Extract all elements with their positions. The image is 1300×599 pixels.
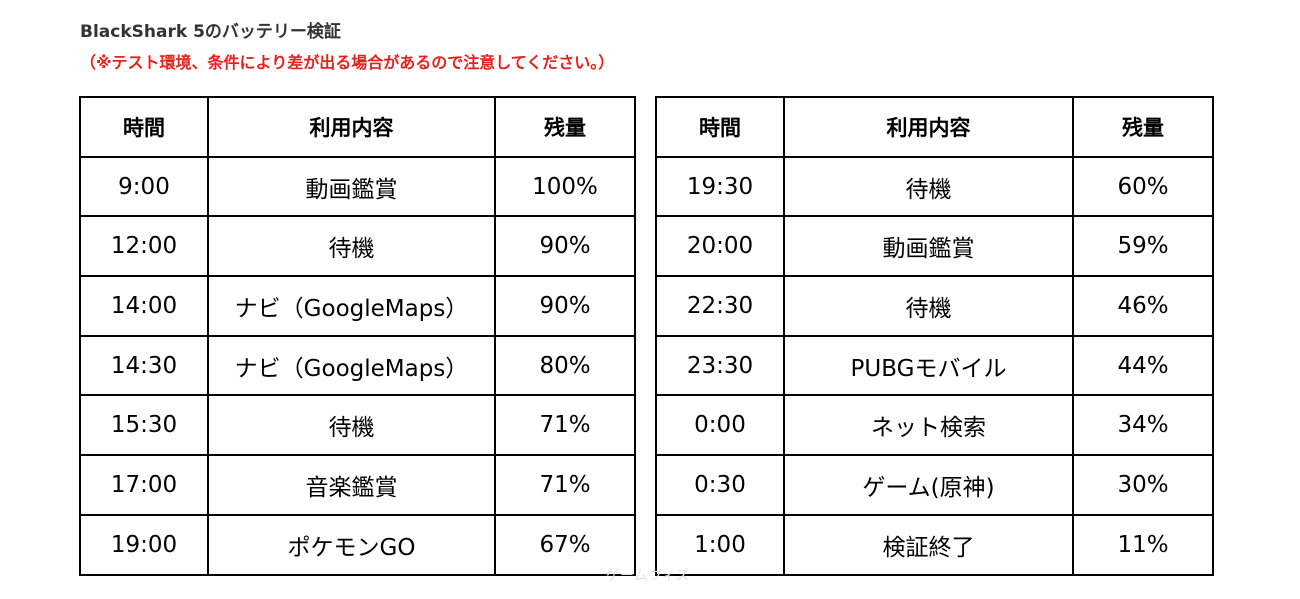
header-time: 時間: [655, 96, 785, 158]
usage-cell: ナビ（GoogleMaps）: [207, 275, 496, 337]
time-cell: 14:00: [79, 275, 209, 337]
page-title: BlackShark 5のバッテリー検証: [80, 22, 341, 42]
table-row: 0:00 ネット検索 34%: [655, 394, 1214, 457]
table-header-row: 時間 利用内容 残量: [79, 96, 636, 158]
table-row: 22:30 待機 46%: [655, 275, 1214, 337]
remaining-cell: 100%: [494, 155, 636, 218]
table-row: 12:00 待機 90%: [79, 215, 636, 278]
battery-table-morning: 時間 利用内容 残量 9:00 動画鑑賞 100% 12:00 待機 90% 1…: [79, 96, 636, 576]
table-row: 15:30 待機 71%: [79, 394, 636, 457]
time-cell: 15:30: [79, 394, 209, 457]
time-cell: 9:00: [79, 155, 209, 218]
remaining-cell: 46%: [1072, 275, 1214, 337]
usage-cell: 動画鑑賞: [207, 155, 496, 218]
header-usage: 利用内容: [783, 96, 1074, 158]
time-cell: 22:30: [655, 275, 785, 337]
usage-cell: 待機: [207, 215, 496, 278]
usage-cell: 検証終了: [783, 513, 1074, 576]
table-row: 0:30 ゲーム(原神) 30%: [655, 454, 1214, 516]
table-row: 17:00 音楽鑑賞 71%: [79, 454, 636, 516]
remaining-cell: 11%: [1072, 513, 1214, 576]
usage-cell: ゲーム(原神): [783, 454, 1074, 516]
time-cell: 12:00: [79, 215, 209, 278]
table-row: 19:00 ポケモンGO 67%: [79, 513, 636, 576]
table-row: 14:00 ナビ（GoogleMaps） 90%: [79, 275, 636, 337]
time-cell: 14:30: [79, 334, 209, 397]
remaining-cell: 80%: [494, 334, 636, 397]
usage-cell: 待機: [783, 155, 1074, 218]
test-condition-notice: （※テスト環境、条件により差が出る場合があるので注意してください。）: [80, 53, 615, 72]
remaining-cell: 90%: [494, 275, 636, 337]
remaining-cell: 67%: [494, 513, 636, 576]
header-time: 時間: [79, 96, 209, 158]
remaining-cell: 59%: [1072, 215, 1214, 278]
usage-cell: 動画鑑賞: [783, 215, 1074, 278]
table-row: 1:00 検証終了 11%: [655, 513, 1214, 576]
usage-cell: 待機: [207, 394, 496, 457]
remaining-cell: 44%: [1072, 334, 1214, 397]
battery-table-evening: 時間 利用内容 残量 19:30 待機 60% 20:00 動画鑑賞 59% 2…: [655, 96, 1214, 576]
site-watermark: ゲームウィズ: [606, 568, 690, 584]
time-cell: 1:00: [655, 513, 785, 576]
header-remaining: 残量: [494, 96, 636, 158]
usage-cell: ポケモンGO: [207, 513, 496, 576]
usage-cell: ネット検索: [783, 394, 1074, 457]
usage-cell: 待機: [783, 275, 1074, 337]
remaining-cell: 71%: [494, 394, 636, 457]
time-cell: 19:30: [655, 155, 785, 218]
usage-cell: PUBGモバイル: [783, 334, 1074, 397]
time-cell: 17:00: [79, 454, 209, 516]
remaining-cell: 30%: [1072, 454, 1214, 516]
table-row: 14:30 ナビ（GoogleMaps） 80%: [79, 334, 636, 397]
table-row: 20:00 動画鑑賞 59%: [655, 215, 1214, 278]
table-row: 23:30 PUBGモバイル 44%: [655, 334, 1214, 397]
usage-cell: 音楽鑑賞: [207, 454, 496, 516]
table-row: 19:30 待機 60%: [655, 155, 1214, 218]
usage-cell: ナビ（GoogleMaps）: [207, 334, 496, 397]
table-header-row: 時間 利用内容 残量: [655, 96, 1214, 158]
header-usage: 利用内容: [207, 96, 496, 158]
table-row: 9:00 動画鑑賞 100%: [79, 155, 636, 218]
remaining-cell: 34%: [1072, 394, 1214, 457]
remaining-cell: 71%: [494, 454, 636, 516]
remaining-cell: 90%: [494, 215, 636, 278]
time-cell: 23:30: [655, 334, 785, 397]
header-remaining: 残量: [1072, 96, 1214, 158]
time-cell: 0:30: [655, 454, 785, 516]
remaining-cell: 60%: [1072, 155, 1214, 218]
time-cell: 20:00: [655, 215, 785, 278]
time-cell: 19:00: [79, 513, 209, 576]
time-cell: 0:00: [655, 394, 785, 457]
